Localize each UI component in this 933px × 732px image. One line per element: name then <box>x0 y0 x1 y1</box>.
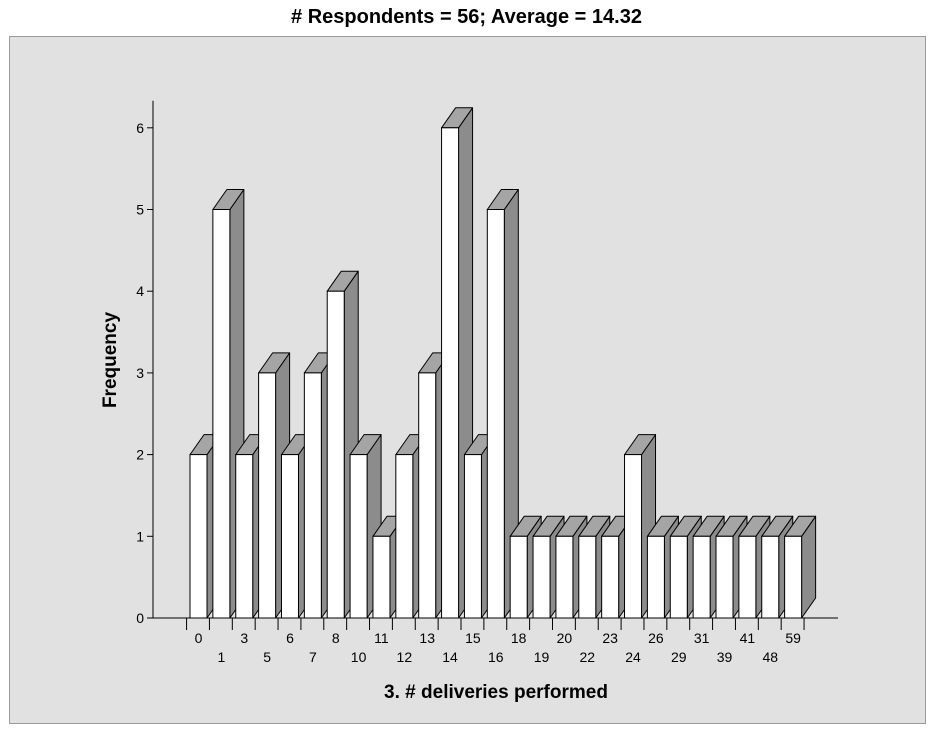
axes-layer: 0123456013567810111213141516181920222324… <box>136 100 838 665</box>
y-axis-title: Frequency <box>100 312 121 409</box>
bar-front <box>441 127 460 619</box>
bar-front <box>486 209 505 619</box>
x-tick-label: 24 <box>625 649 641 665</box>
y-tick-label: 5 <box>136 202 144 218</box>
y-tick-label: 0 <box>136 610 144 626</box>
x-tick-label: 8 <box>332 630 340 646</box>
bar-front <box>189 454 208 619</box>
bar-front <box>418 372 437 619</box>
x-tick-label: 6 <box>286 630 294 646</box>
x-tick-label: 20 <box>557 630 573 646</box>
x-tick-label: 11 <box>374 630 389 646</box>
x-tick-label: 0 <box>195 630 203 646</box>
x-tick-label: 16 <box>488 649 504 665</box>
x-tick-label: 1 <box>217 649 225 665</box>
y-tick-label: 6 <box>136 120 144 136</box>
bar-front <box>715 535 734 619</box>
x-tick-label: 7 <box>309 649 317 665</box>
bar-front <box>555 535 574 619</box>
x-tick-label: 10 <box>351 649 367 665</box>
bars-layer <box>189 107 817 619</box>
x-tick-label: 29 <box>671 649 687 665</box>
x-tick-label: 19 <box>534 649 550 665</box>
bar-front <box>280 454 299 619</box>
x-tick-label: 12 <box>397 649 413 665</box>
bar-front <box>601 535 620 619</box>
chart-title: # Respondents = 56; Average = 14.32 <box>291 6 642 28</box>
x-tick-label: 41 <box>740 630 756 646</box>
x-axis-title: 3. # deliveries performed <box>384 682 608 703</box>
bar-front <box>235 454 254 619</box>
y-tick-label: 3 <box>136 365 144 381</box>
plot-frame <box>9 36 926 724</box>
bar-front <box>509 535 528 619</box>
x-tick-label: 48 <box>762 649 778 665</box>
bar-front <box>372 535 391 619</box>
bar-front <box>578 535 597 619</box>
x-tick-label: 26 <box>648 630 664 646</box>
bar-front <box>303 372 322 619</box>
x-tick-label: 3 <box>240 630 248 646</box>
bar-front <box>258 372 277 619</box>
bar-front <box>669 535 688 619</box>
y-tick-label: 4 <box>136 283 144 299</box>
x-tick-label: 39 <box>717 649 733 665</box>
bar-front <box>646 535 665 619</box>
y-tick-label: 1 <box>136 528 144 544</box>
x-tick-label: 15 <box>465 630 481 646</box>
bar-front <box>624 454 643 619</box>
x-tick-label: 31 <box>694 630 710 646</box>
bar-front <box>212 209 231 619</box>
x-tick-label: 22 <box>580 649 596 665</box>
x-tick-label: 13 <box>419 630 435 646</box>
x-tick-label: 59 <box>785 630 801 646</box>
x-tick-label: 18 <box>511 630 527 646</box>
bar-front <box>784 535 803 619</box>
bar-front <box>349 454 368 619</box>
bar-front <box>395 454 414 619</box>
bar-front <box>738 535 757 619</box>
x-tick-label: 23 <box>602 630 618 646</box>
bar-front <box>692 535 711 619</box>
bar-front <box>463 454 482 619</box>
bar <box>486 189 519 619</box>
bar-front <box>532 535 551 619</box>
bar <box>784 515 817 619</box>
x-tick-label: 5 <box>263 649 271 665</box>
bar-front <box>761 535 780 619</box>
x-tick-label: 14 <box>442 649 458 665</box>
bar-front <box>326 290 345 619</box>
y-tick-label: 2 <box>136 447 144 463</box>
